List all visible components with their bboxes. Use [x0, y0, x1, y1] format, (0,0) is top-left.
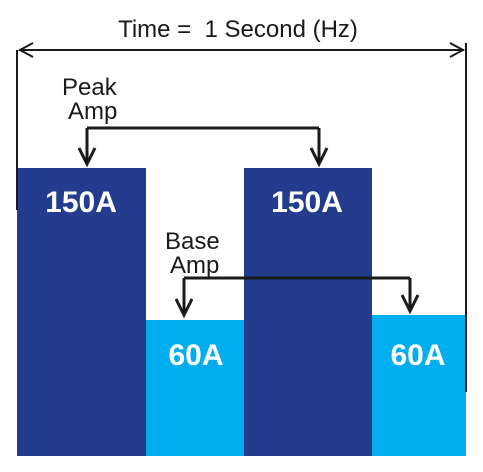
peak-bar-1	[17, 168, 146, 456]
time-span-indicator	[16, 42, 467, 392]
peak-bar-2	[244, 168, 372, 456]
bar-label-3: 150A	[271, 186, 343, 219]
time-title: Time = 1 Second (Hz)	[118, 16, 358, 43]
peak-amp-label-line1: Peak	[62, 74, 118, 101]
base-bar-2	[372, 315, 466, 456]
base-bar-1	[146, 320, 244, 456]
base-amp-label-line2: Amp	[170, 252, 219, 279]
peak-amp-label-line2: Amp	[68, 98, 117, 125]
bar-label-4: 60A	[390, 339, 445, 372]
base-amp-connector	[174, 276, 420, 319]
peak-amp-connector	[77, 126, 329, 168]
bar-label-1: 150A	[45, 186, 117, 219]
bar-label-2: 60A	[168, 339, 223, 372]
base-amp-label-line1: Base	[165, 228, 220, 255]
